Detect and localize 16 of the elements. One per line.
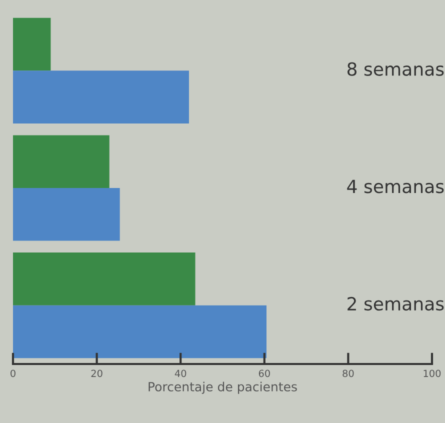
- y-tick-label: 4 semanas: [347, 180, 444, 194]
- x-tick-label: 60: [258, 370, 270, 378]
- bar: [13, 252, 196, 306]
- x-tick-label: 0: [10, 370, 16, 378]
- y-tick-label: 2 semanas: [348, 296, 444, 311]
- x-tick-label: 80: [342, 370, 354, 378]
- bar: [13, 135, 110, 188]
- bar: [13, 18, 51, 71]
- x-axis-title: Porcentaje de pacientes: [148, 382, 297, 394]
- x-tick-label: 20: [91, 370, 102, 378]
- x-tick-label: 40: [174, 370, 186, 378]
- bar: [13, 70, 189, 124]
- y-tick-label: 8 semanas: [347, 62, 444, 76]
- x-tick-label: 100: [424, 370, 441, 378]
- bar: [13, 305, 266, 358]
- bar: [13, 188, 120, 241]
